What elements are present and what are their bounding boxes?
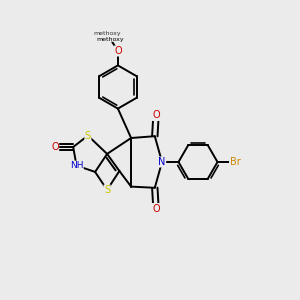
Text: O: O <box>152 110 160 121</box>
Text: methoxy: methoxy <box>94 32 121 36</box>
Text: N: N <box>158 157 166 167</box>
Text: S: S <box>104 185 110 195</box>
Text: methoxy: methoxy <box>97 37 124 41</box>
Text: S: S <box>85 130 91 141</box>
Text: NH: NH <box>70 161 83 170</box>
Text: O: O <box>152 203 160 214</box>
Text: Br: Br <box>230 157 240 167</box>
Text: O: O <box>114 46 122 56</box>
Text: O: O <box>51 142 59 152</box>
